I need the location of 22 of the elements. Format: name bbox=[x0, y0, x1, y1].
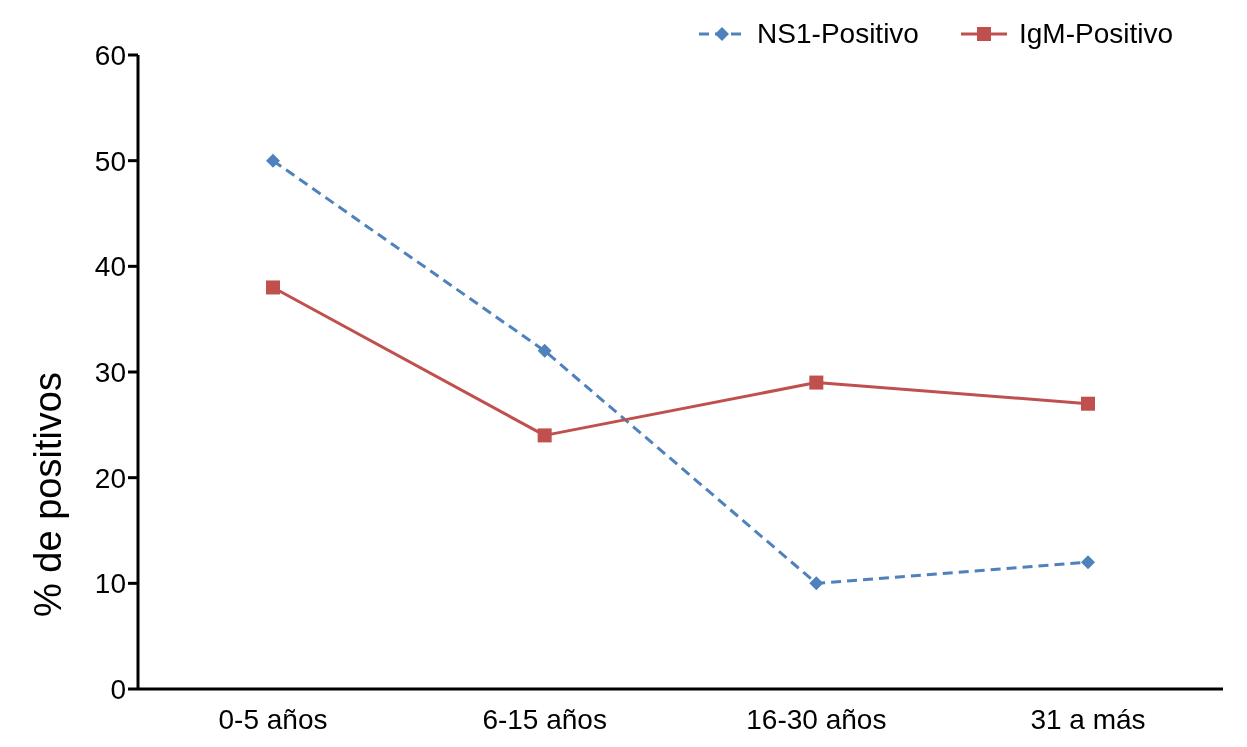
y-tick-label: 60 bbox=[94, 39, 126, 71]
y-tick-label: 0 bbox=[110, 673, 126, 705]
legend-label: NS1-Positivo bbox=[757, 18, 919, 50]
legend-label: IgM-Positivo bbox=[1018, 18, 1173, 50]
y-tick-label: 30 bbox=[94, 356, 126, 388]
y-tick-label: 20 bbox=[94, 462, 126, 494]
point bbox=[1081, 396, 1095, 411]
x-tick-label: 31 a más bbox=[1030, 703, 1146, 735]
point bbox=[809, 576, 824, 591]
point bbox=[537, 343, 552, 358]
point bbox=[266, 280, 280, 295]
x-tick-label: 0-5 años bbox=[218, 703, 328, 735]
y-tick-label: 40 bbox=[94, 251, 126, 283]
point bbox=[537, 428, 552, 443]
x-tick-label: 16-30 años bbox=[746, 703, 887, 735]
point bbox=[266, 153, 280, 168]
y-tick-label: 10 bbox=[94, 568, 126, 600]
y-axis-title: % de positivos bbox=[27, 372, 70, 618]
point bbox=[1081, 555, 1095, 570]
point bbox=[809, 375, 824, 390]
x-tick-label: 6-15 años bbox=[482, 703, 607, 735]
y-tick-label: 50 bbox=[94, 145, 126, 177]
